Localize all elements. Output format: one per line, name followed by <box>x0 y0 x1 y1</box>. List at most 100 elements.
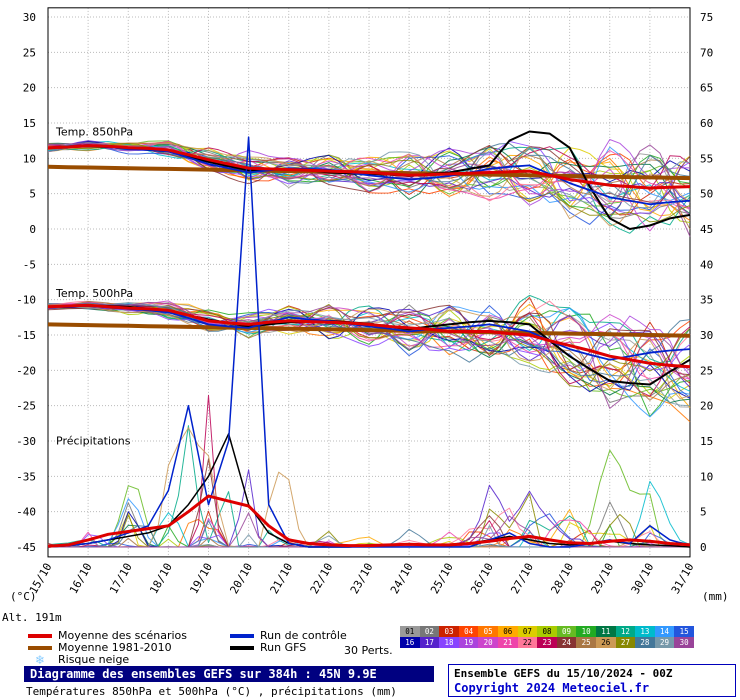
svg-text:40: 40 <box>700 258 713 271</box>
svg-text:15: 15 <box>23 117 36 130</box>
member-badge-30: 30 <box>674 637 694 648</box>
member-badge-01: 01 <box>400 626 420 637</box>
member-badge-19: 19 <box>458 637 479 648</box>
snowflake-icon: ❄ <box>34 653 46 667</box>
svg-text:-45: -45 <box>16 541 36 554</box>
perturbations-count-label: 30 Perts. <box>344 644 393 657</box>
svg-text:16/10: 16/10 <box>67 561 95 596</box>
member-badge-27: 27 <box>615 637 636 648</box>
svg-text:24/10: 24/10 <box>388 561 416 596</box>
member-badge-03: 03 <box>439 626 459 637</box>
svg-text:35: 35 <box>700 294 713 307</box>
svg-text:55: 55 <box>700 152 713 165</box>
member-badge-15: 15 <box>674 626 694 637</box>
member-badge-29: 29 <box>654 637 675 648</box>
legend-main-series: Moyenne des scénarios Moyenne 1981-2010 … <box>28 630 187 666</box>
member-badge-17: 17 <box>419 637 440 648</box>
svg-text:-30: -30 <box>16 435 36 448</box>
svg-text:5: 5 <box>29 188 36 201</box>
member-badge-11: 11 <box>595 626 616 637</box>
member-badge-08: 08 <box>537 626 557 637</box>
svg-text:60: 60 <box>700 117 713 130</box>
member-badge-21: 21 <box>497 637 518 648</box>
svg-text:25: 25 <box>23 46 36 59</box>
climatology-line-swatch <box>28 646 52 650</box>
legend-label-control-run: Run de contrôle <box>260 629 347 642</box>
svg-text:-35: -35 <box>16 470 36 483</box>
svg-text:22/10: 22/10 <box>308 561 336 596</box>
control-run-line-swatch <box>230 634 254 638</box>
member-color-key: 01 02 03 04 05 06 07 08 09 10 11 12 13 14 15 16 17 18 19 20… <box>400 626 694 648</box>
svg-text:30/10: 30/10 <box>629 561 657 596</box>
run-info-box: Ensemble GEFS du 15/10/2024 - 00Z Copyri… <box>448 664 736 697</box>
member-badge-20: 20 <box>478 637 498 648</box>
diagram-subtitle: Températures 850hPa et 500hPa (°C) , pré… <box>26 685 397 698</box>
svg-text:-15: -15 <box>16 329 36 342</box>
right-axis-unit: (mm) <box>702 590 729 603</box>
member-badge-10: 10 <box>576 626 596 637</box>
svg-text:-40: -40 <box>16 506 36 519</box>
legend-label-snow-risk: Risque neige <box>58 653 130 666</box>
svg-text:10: 10 <box>700 470 713 483</box>
panel-label-precipitation: Précipitations <box>56 435 131 448</box>
member-badge-26: 26 <box>595 637 616 648</box>
svg-text:0: 0 <box>700 541 707 554</box>
panel-label-500hpa: Temp. 500hPa <box>55 287 133 300</box>
member-badge-12: 12 <box>615 626 636 637</box>
legend-item-climatology: Moyenne 1981-2010 <box>28 642 187 654</box>
mean-line-swatch <box>28 634 52 638</box>
member-badge-09: 09 <box>556 626 577 637</box>
member-badge-23: 23 <box>537 637 557 648</box>
svg-text:26/10: 26/10 <box>468 561 496 596</box>
svg-text:15: 15 <box>700 435 713 448</box>
legend-item-snow-risk: ❄ Risque neige <box>28 653 187 667</box>
svg-text:5: 5 <box>700 506 707 519</box>
member-badge-04: 04 <box>458 626 479 637</box>
svg-text:65: 65 <box>700 82 713 95</box>
svg-text:25/10: 25/10 <box>428 561 456 596</box>
copyright-text: Copyright 2024 Meteociel.fr <box>454 681 650 695</box>
legend-label-climatology: Moyenne 1981-2010 <box>58 641 172 654</box>
altitude-label: Alt. 191m <box>2 611 62 624</box>
legend-runs: Run de contrôle Run GFS <box>230 630 347 654</box>
svg-text:30: 30 <box>23 11 36 24</box>
svg-text:20/10: 20/10 <box>227 561 255 596</box>
svg-text:0: 0 <box>29 223 36 236</box>
legend-label-mean: Moyenne des scénarios <box>58 629 187 642</box>
svg-text:29/10: 29/10 <box>589 561 617 596</box>
member-badge-02: 02 <box>419 626 440 637</box>
legend-item-mean: Moyenne des scénarios <box>28 630 187 642</box>
member-badge-28: 28 <box>635 637 655 648</box>
legend-item-control-run: Run de contrôle <box>230 630 347 642</box>
svg-text:23/10: 23/10 <box>348 561 376 596</box>
svg-text:-25: -25 <box>16 400 36 413</box>
member-badge-05: 05 <box>478 626 498 637</box>
member-badge-16: 16 <box>400 637 420 648</box>
svg-text:19/10: 19/10 <box>187 561 215 596</box>
svg-text:20: 20 <box>700 400 713 413</box>
svg-text:27/10: 27/10 <box>508 561 536 596</box>
svg-text:75: 75 <box>700 11 713 24</box>
svg-text:-10: -10 <box>16 294 36 307</box>
gfs-run-line-swatch <box>230 646 254 650</box>
legend-label-gfs-run: Run GFS <box>260 641 307 654</box>
svg-text:45: 45 <box>700 223 713 236</box>
run-info-text: Ensemble GEFS du 15/10/2024 - 00Z <box>454 667 673 680</box>
member-badge-14: 14 <box>654 626 675 637</box>
svg-text:10: 10 <box>23 152 36 165</box>
svg-text:25: 25 <box>700 364 713 377</box>
svg-text:31/10: 31/10 <box>669 561 697 596</box>
legend-item-gfs-run: Run GFS <box>230 642 347 654</box>
member-badge-18: 18 <box>439 637 459 648</box>
svg-text:20: 20 <box>23 82 36 95</box>
diagram-title-bar: Diagramme des ensembles GEFS sur 384h : … <box>24 666 434 682</box>
member-badge-13: 13 <box>635 626 655 637</box>
left-axis-unit: (°C) <box>10 590 37 603</box>
svg-text:17/10: 17/10 <box>107 561 135 596</box>
svg-text:18/10: 18/10 <box>147 561 175 596</box>
member-badge-06: 06 <box>497 626 518 637</box>
member-badge-22: 22 <box>517 637 538 648</box>
svg-text:30: 30 <box>700 329 713 342</box>
svg-text:28/10: 28/10 <box>548 561 576 596</box>
